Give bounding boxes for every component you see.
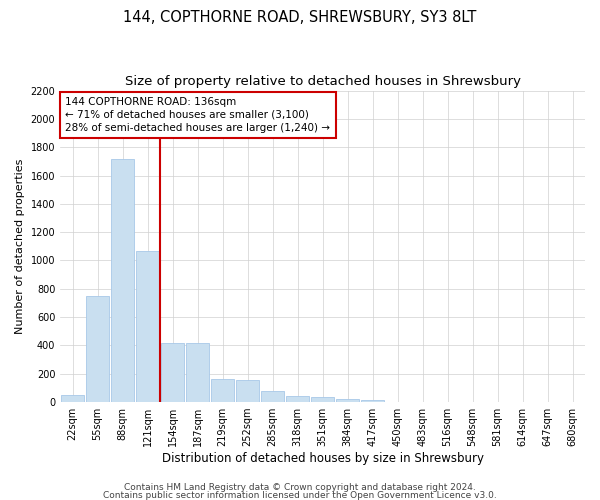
Text: 144 COPTHORNE ROAD: 136sqm
← 71% of detached houses are smaller (3,100)
28% of s: 144 COPTHORNE ROAD: 136sqm ← 71% of deta…: [65, 97, 331, 133]
Bar: [262, 392, 284, 402]
Bar: [112, 158, 134, 402]
Bar: [211, 380, 234, 402]
Text: Contains public sector information licensed under the Open Government Licence v3: Contains public sector information licen…: [103, 490, 497, 500]
Bar: [61, 395, 84, 402]
Bar: [236, 380, 259, 402]
Text: Contains HM Land Registry data © Crown copyright and database right 2024.: Contains HM Land Registry data © Crown c…: [124, 484, 476, 492]
Bar: [286, 396, 309, 402]
Bar: [361, 400, 384, 402]
Bar: [161, 342, 184, 402]
Bar: [337, 398, 359, 402]
Bar: [86, 296, 109, 402]
Y-axis label: Number of detached properties: Number of detached properties: [15, 158, 25, 334]
Bar: [136, 250, 159, 402]
Title: Size of property relative to detached houses in Shrewsbury: Size of property relative to detached ho…: [125, 75, 521, 88]
Bar: [311, 397, 334, 402]
Bar: [187, 342, 209, 402]
X-axis label: Distribution of detached houses by size in Shrewsbury: Distribution of detached houses by size …: [161, 452, 484, 465]
Text: 144, COPTHORNE ROAD, SHREWSBURY, SY3 8LT: 144, COPTHORNE ROAD, SHREWSBURY, SY3 8LT: [124, 10, 476, 25]
